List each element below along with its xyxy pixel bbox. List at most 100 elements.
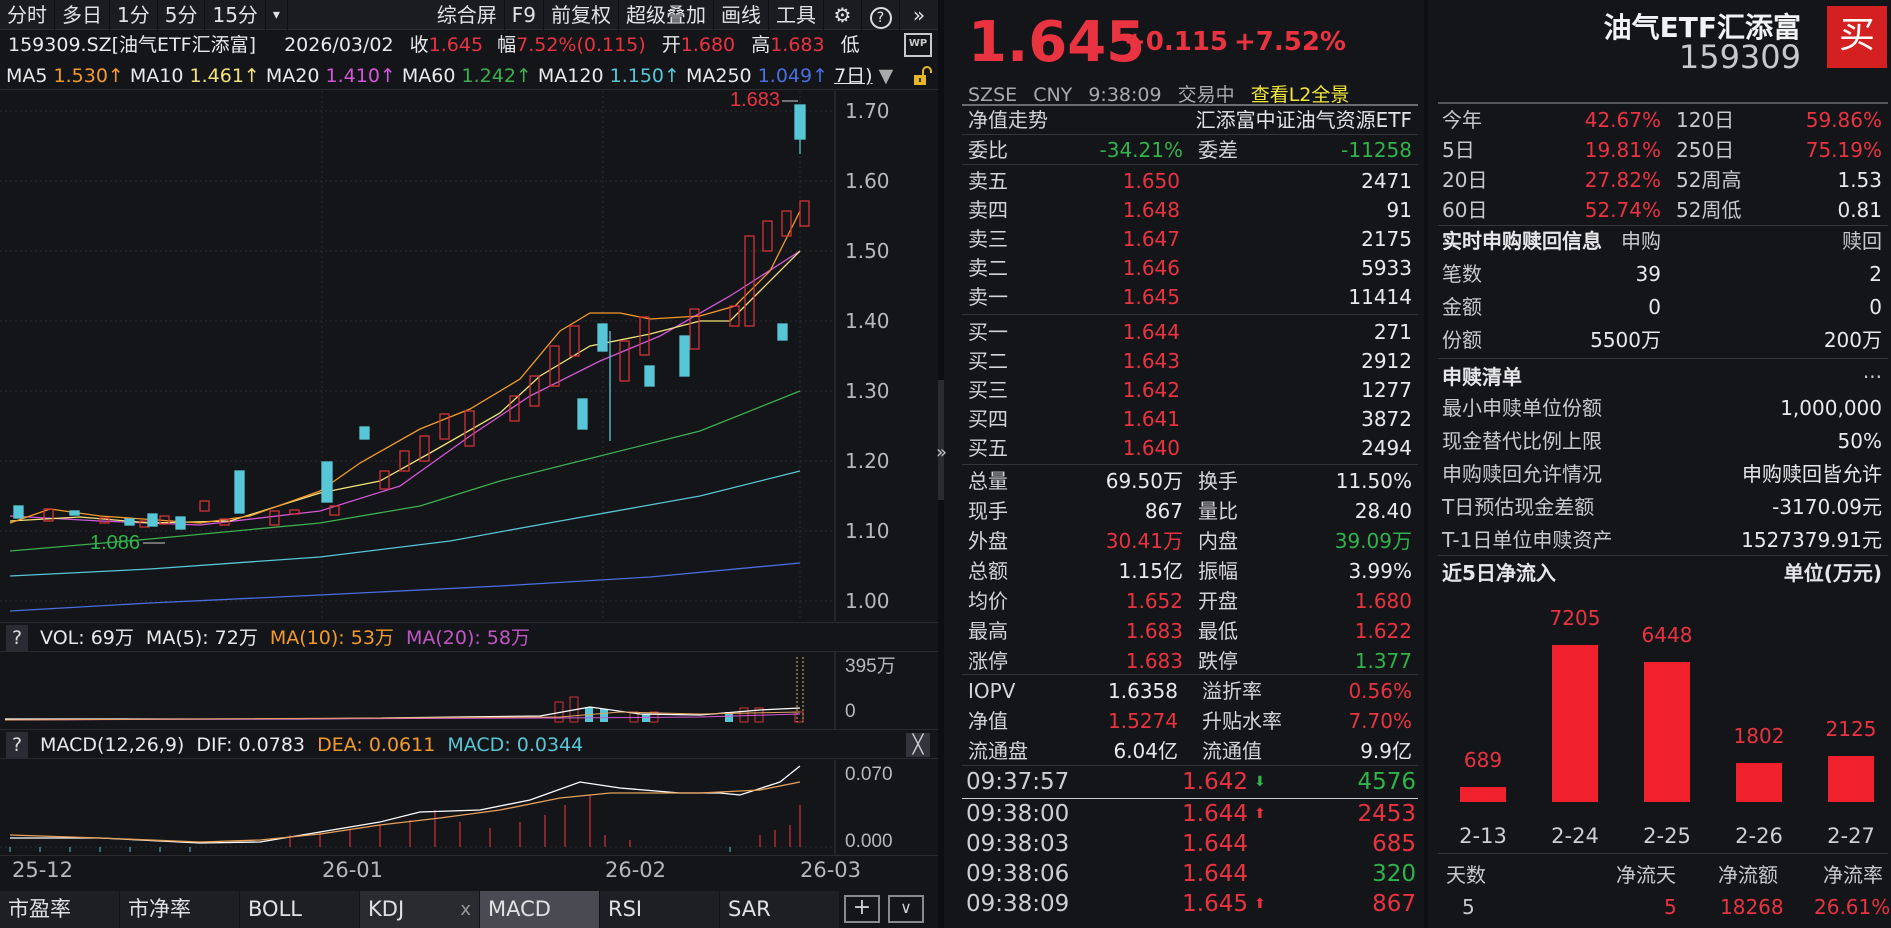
return-row: 20日 27.82% 52周高 1.53 xyxy=(1438,166,1888,194)
bid-row[interactable]: 买四 1.641 3872 xyxy=(962,405,1418,433)
tab-1min[interactable]: 1分 xyxy=(110,0,158,30)
return-label: 5日 xyxy=(1442,138,1475,162)
bar-2-26[interactable] xyxy=(1736,763,1782,802)
ask-volume: 91 xyxy=(1386,198,1412,222)
forward-adjust-button[interactable]: 前复权 xyxy=(544,0,619,30)
composite-screen-button[interactable]: 综合屏 xyxy=(430,0,505,30)
redeem-value: 2 xyxy=(1869,262,1882,286)
tick-price: 1.644 xyxy=(1182,861,1248,887)
candlestick-chart[interactable]: 1.683 1.086 xyxy=(0,91,938,621)
stat-label: 最低 xyxy=(1198,619,1238,643)
ask-row[interactable]: 卖五 1.650 2471 xyxy=(962,167,1418,195)
bid-price: 1.642 xyxy=(1122,378,1180,402)
tick-price: 1.644 xyxy=(1182,831,1248,857)
tab-multiday[interactable]: 多日 xyxy=(55,0,110,30)
stat-label: 量比 xyxy=(1198,499,1238,523)
bid-row[interactable]: 买二 1.643 2912 xyxy=(962,347,1418,375)
quote-time: 9:38:09 xyxy=(1088,84,1162,106)
f9-button[interactable]: F9 xyxy=(505,0,544,30)
buy-button[interactable]: 买 xyxy=(1827,6,1887,68)
ma120-label: MA120 xyxy=(537,65,604,87)
add-indicator-icon[interactable]: + xyxy=(844,895,880,923)
y-tick: 1.10 xyxy=(845,519,890,543)
bid-row[interactable]: 买一 1.644 271 xyxy=(962,318,1418,346)
bar-2-24[interactable] xyxy=(1552,645,1598,802)
tab-15min[interactable]: 15分 xyxy=(205,0,266,30)
tab-sar[interactable]: SAR xyxy=(720,891,840,928)
close-kdj-icon[interactable]: x xyxy=(460,899,471,920)
list-value: 1527379.91元 xyxy=(1741,528,1882,552)
tab-boll[interactable]: BOLL xyxy=(240,891,360,928)
more-chevron-icon[interactable]: » xyxy=(912,2,926,27)
list-more-icon[interactable]: ··· xyxy=(1862,365,1882,389)
stat-label: 换手 xyxy=(1198,469,1238,493)
close-macd-icon[interactable]: ╳ xyxy=(906,733,930,757)
panel-resize-handle[interactable] xyxy=(938,380,944,500)
draw-line-button[interactable]: 画线 xyxy=(714,0,769,30)
tab-pb-ratio[interactable]: 市净率 xyxy=(120,891,240,928)
ask-label: 卖二 xyxy=(968,256,1008,280)
list-label: T-1日单位申赎资产 xyxy=(1442,528,1613,552)
bar-2-27[interactable] xyxy=(1828,756,1874,802)
bid-row[interactable]: 买五 1.640 2494 xyxy=(962,434,1418,462)
tab-5min[interactable]: 5分 xyxy=(158,0,206,30)
ma10-value: 1.461↑ xyxy=(189,65,260,87)
volume-chart[interactable]: 395万 0 xyxy=(0,652,938,730)
tick-time: 09:38:03 xyxy=(966,831,1070,857)
tab-rsi[interactable]: RSI xyxy=(600,891,720,928)
stat-value: 28.40 xyxy=(1354,499,1412,523)
help-icon[interactable]: ? xyxy=(862,0,900,30)
tab-pe-ratio[interactable]: 市盈率 xyxy=(0,891,120,928)
tick-volume: 867 xyxy=(1372,891,1416,917)
ask-row[interactable]: 卖一 1.645 11414 xyxy=(962,283,1418,311)
date-tick: 26-01 xyxy=(322,858,384,882)
ma60-value: 1.242↑ xyxy=(461,65,532,87)
return-label: 52周高 xyxy=(1676,168,1742,192)
wp-monitor-icon[interactable]: WP xyxy=(904,33,932,57)
bar-2-25[interactable] xyxy=(1644,662,1690,802)
stat-value: 7.70% xyxy=(1348,709,1412,733)
ma-dropdown-icon[interactable]: ▼ xyxy=(878,65,894,87)
list-value: 50% xyxy=(1837,429,1882,453)
ask-label: 卖三 xyxy=(968,227,1008,251)
ask-volume: 11414 xyxy=(1348,285,1412,309)
list-row: 最小申赎单位份额 1,000,000 xyxy=(1438,394,1888,422)
nav-trend-label[interactable]: 净值走势 xyxy=(968,108,1048,132)
open-value: 1.680 xyxy=(680,34,736,56)
macd-chart[interactable]: 0.070 0.000 xyxy=(0,760,938,855)
unlock-icon[interactable] xyxy=(912,66,932,86)
return-value: 27.82% xyxy=(1584,168,1661,192)
ma-legend: MA5 1.530↑ MA10 1.461↑ MA20 1.410↑ MA60 … xyxy=(0,62,938,90)
ask-row[interactable]: 卖四 1.648 91 xyxy=(962,196,1418,224)
return-value: 1.53 xyxy=(1837,168,1882,192)
nav-trend-row[interactable]: 净值走势 汇添富中证油气资源ETF xyxy=(962,106,1418,134)
footer-label: 净流天 xyxy=(1616,863,1676,887)
return-value: 42.67% xyxy=(1584,108,1661,132)
return-label: 250日 xyxy=(1676,138,1735,162)
more-indicators-chevron-icon[interactable]: ∨ xyxy=(888,895,924,923)
volume-help-icon[interactable]: ? xyxy=(6,625,28,651)
expand-panel-icon[interactable]: » xyxy=(936,442,948,463)
bid-row[interactable]: 买三 1.642 1277 xyxy=(962,376,1418,404)
macd-help-icon[interactable]: ? xyxy=(6,732,28,758)
redemption-title: 实时申购赎回信息 xyxy=(1442,229,1602,253)
return-row: 5日 19.81% 250日 75.19% xyxy=(1438,136,1888,164)
super-overlay-button[interactable]: 超级叠加 xyxy=(619,0,714,30)
ask-price: 1.650 xyxy=(1122,169,1180,193)
tab-intraday[interactable]: 分时 xyxy=(0,0,55,30)
period-dropdown-icon[interactable]: ▾ xyxy=(266,0,288,30)
tab-kdj[interactable]: KDJ x xyxy=(360,891,480,928)
tab-macd[interactable]: MACD xyxy=(480,891,600,928)
y-tick: 1.60 xyxy=(845,169,890,193)
tools-button[interactable]: 工具 xyxy=(769,0,824,30)
weibi-value: -34.21% xyxy=(1099,138,1183,162)
list-label: 现金替代比例上限 xyxy=(1442,429,1602,453)
settings-gear-icon[interactable]: ⚙ xyxy=(824,0,862,30)
bar-2-13[interactable] xyxy=(1460,787,1506,802)
ask-row[interactable]: 卖三 1.647 2175 xyxy=(962,225,1418,253)
divider xyxy=(962,134,1418,135)
view-l2-link[interactable]: 查看L2全景 xyxy=(1250,84,1350,106)
return-row: 60日 52.74% 52周低 0.81 xyxy=(1438,196,1888,224)
ask-row[interactable]: 卖二 1.646 5933 xyxy=(962,254,1418,282)
list-row: T-1日单位申赎资产 1527379.91元 xyxy=(1438,526,1888,554)
